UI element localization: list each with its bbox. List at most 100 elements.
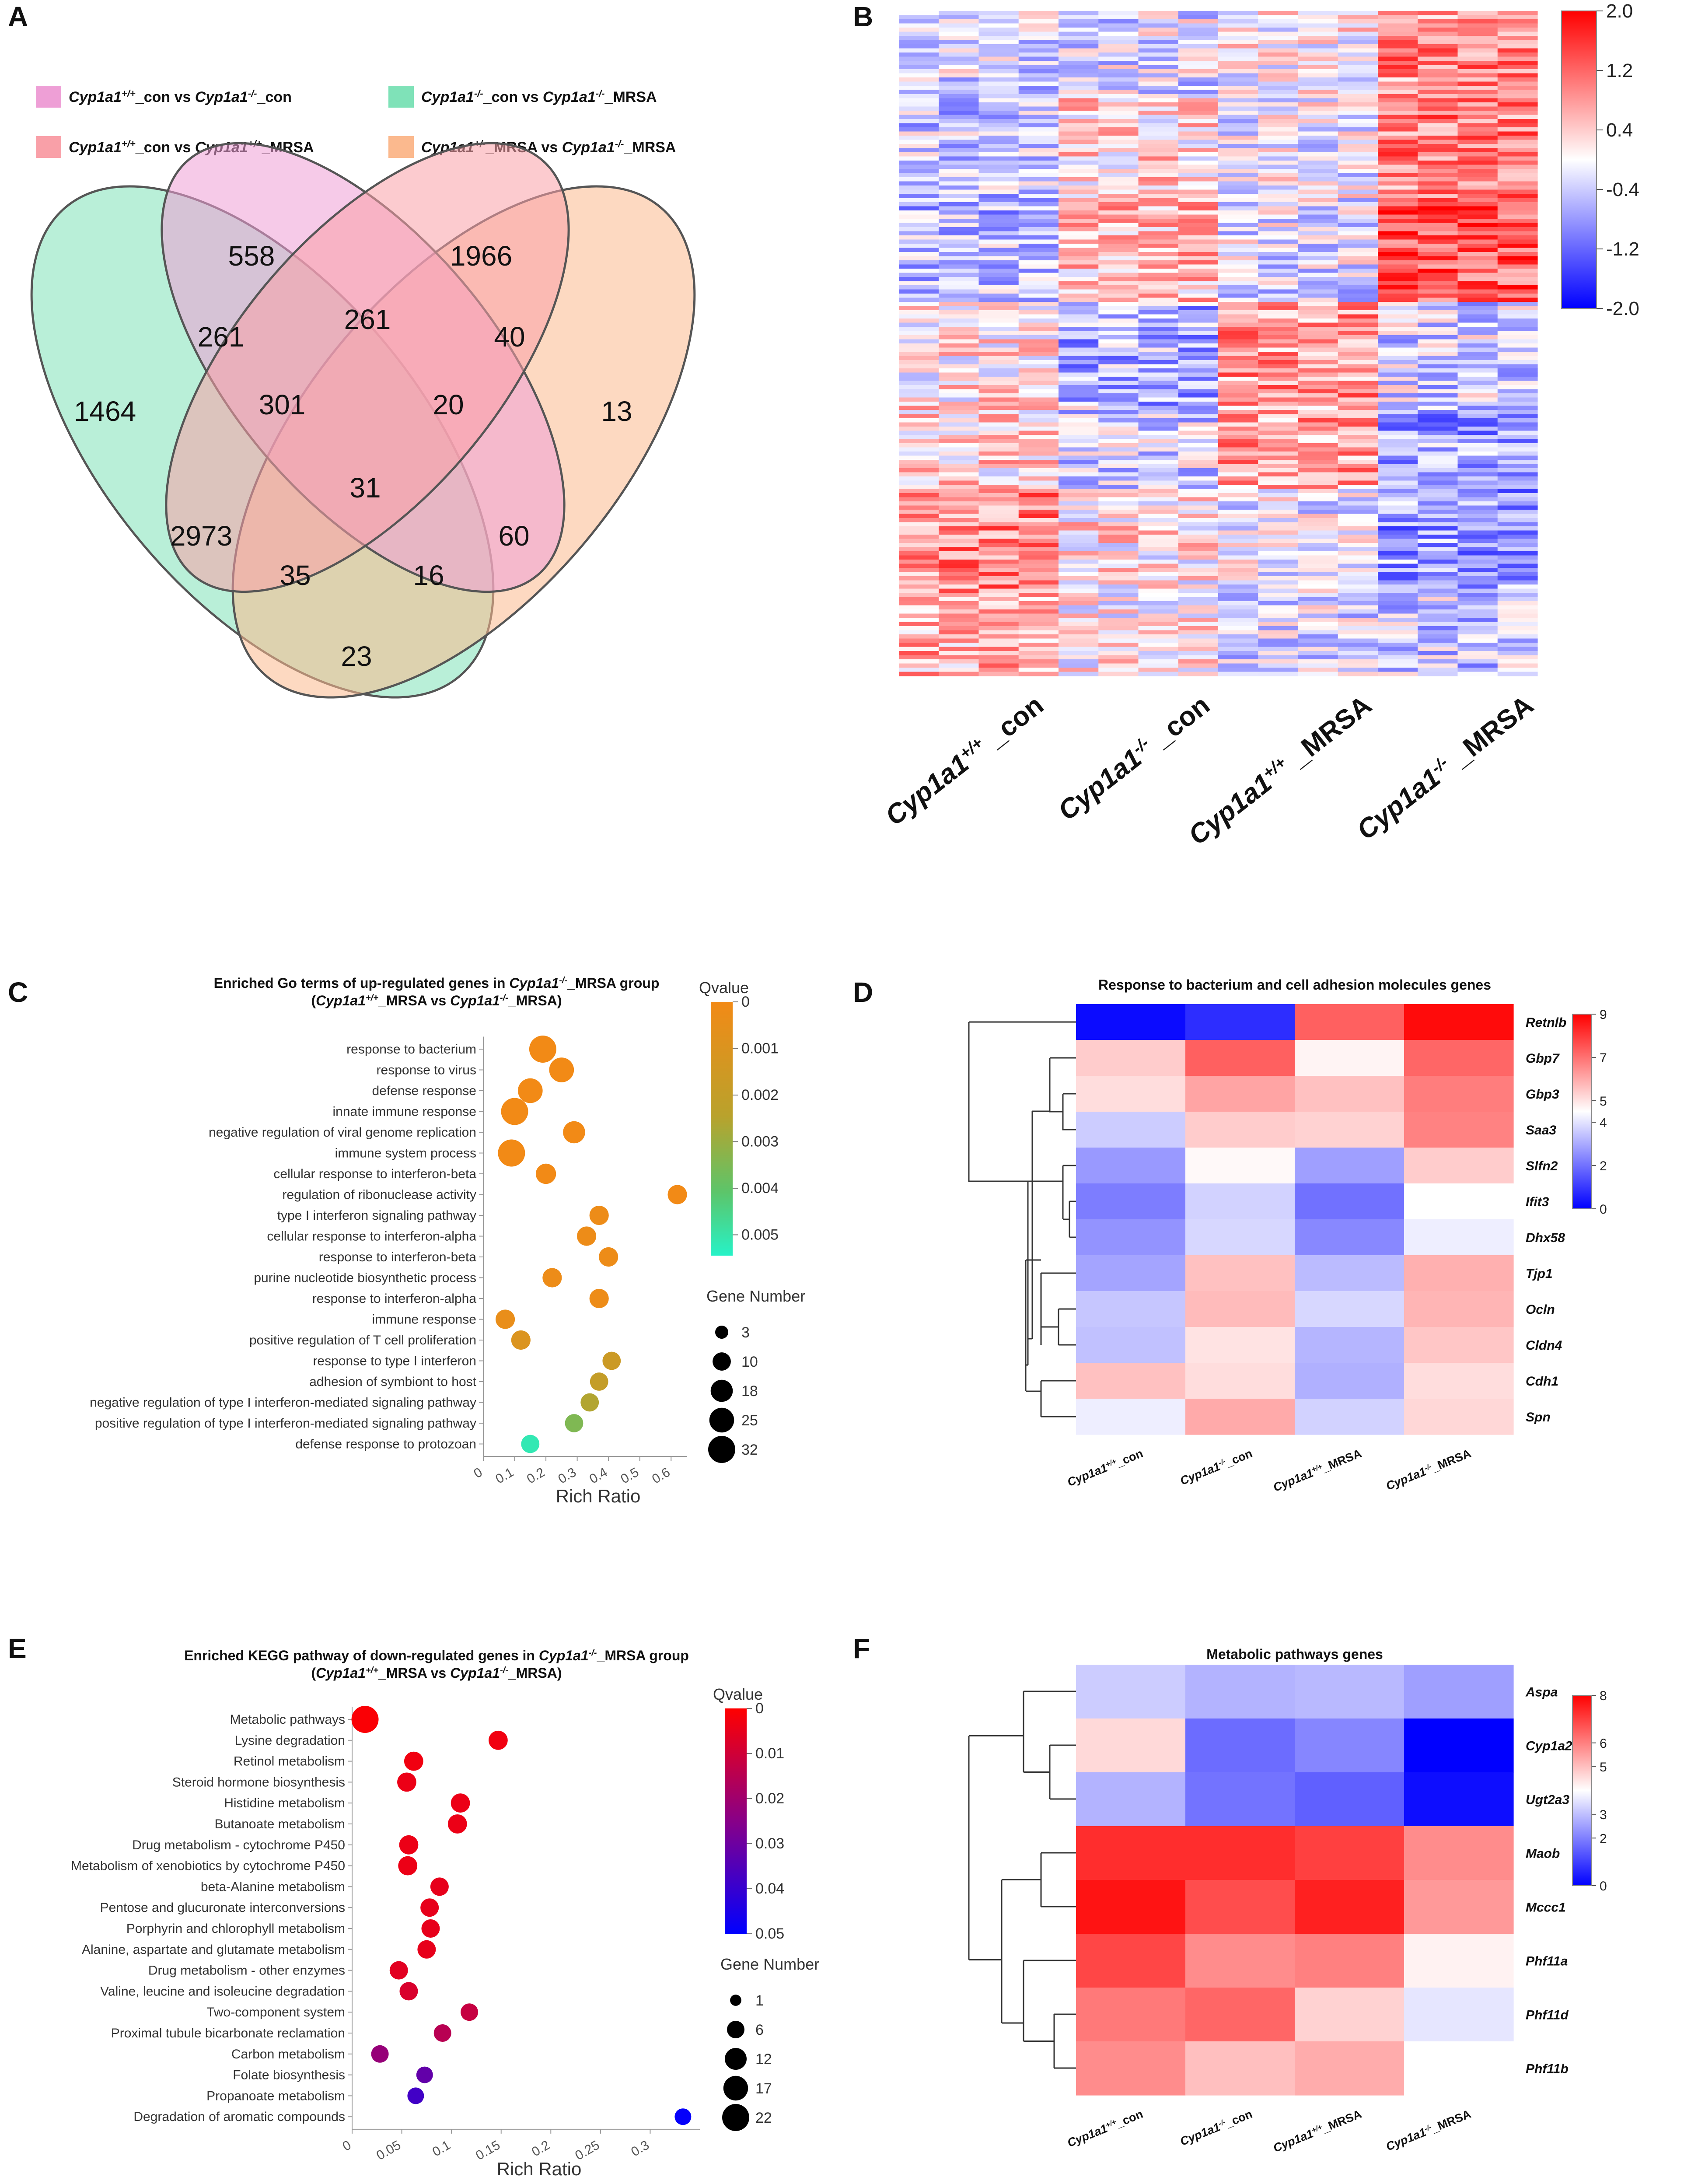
heatmap-b-cell <box>1258 327 1299 332</box>
heatmap-b-cell <box>1418 189 1458 194</box>
heatmap-b-cell <box>1298 435 1338 440</box>
heatmap-b-cell <box>1378 601 1418 606</box>
heatmap-b-cell <box>1338 77 1378 82</box>
term-label: negative regulation of type I interferon… <box>90 1396 476 1410</box>
heatmap-b-cell <box>1178 189 1219 194</box>
heatmap-b-cell <box>978 352 1019 357</box>
heatmap-b-cell <box>1457 244 1498 248</box>
heatmap-b-cell <box>939 514 979 518</box>
heatmap-b-cell <box>1338 339 1378 344</box>
heatmap-b-cell <box>1098 194 1139 199</box>
heatmap-b-cell <box>1497 140 1538 144</box>
heatmap-b-cell <box>1378 622 1418 626</box>
heatmap-b-cell <box>1338 32 1378 36</box>
heatmap-b-cell <box>1098 106 1139 111</box>
heatmap-cell <box>1185 1880 1295 1934</box>
heatmap-b-cell <box>1457 140 1498 144</box>
heatmap-b-cell <box>1138 335 1179 340</box>
heatmap-b-cell <box>899 385 939 390</box>
heatmap-b-cell <box>1218 235 1258 240</box>
heatmap-b-cell <box>939 364 979 369</box>
heatmap-b-cell <box>1178 343 1219 348</box>
heatmap-b-cell <box>1018 501 1059 506</box>
heatmap-b-cell <box>1338 281 1378 286</box>
heatmap-b-cell <box>1018 472 1059 477</box>
heatmap-b-cell <box>1218 381 1258 385</box>
heatmap-b-cell <box>1457 306 1498 311</box>
heatmap-b-cell <box>1378 352 1418 357</box>
heatmap-b-cell <box>1457 214 1498 219</box>
heatmap-b-cell <box>899 273 939 277</box>
heatmap-cell <box>1076 1880 1186 1934</box>
heatmap-b-cell <box>978 643 1019 648</box>
heatmap-b-cell <box>1338 264 1378 269</box>
term-label: purine nucleotide biosynthetic process <box>254 1271 476 1285</box>
heatmap-b-cell <box>1178 439 1219 444</box>
heatmap-b-cell <box>1338 194 1378 199</box>
heatmap-cell <box>1185 1772 1295 1827</box>
heatmap-b-cell <box>1338 605 1378 610</box>
heatmap-b-cell <box>1418 659 1458 664</box>
heatmap-b-cell <box>1018 194 1059 199</box>
heatmap-b-cell <box>899 443 939 448</box>
heatmap-b-cell <box>978 335 1019 340</box>
dendrogram-branch <box>1062 1093 1076 1130</box>
heatmap-b-cell <box>1298 298 1338 302</box>
heatmap-b-cell <box>939 173 979 178</box>
heatmap-b-cell <box>1298 289 1338 294</box>
heatmap-b-cell <box>1258 235 1299 240</box>
chart-title-line2: (Cyp1a1+/+_MRSA vs Cyp1a1-/-_MRSA) <box>311 993 562 1008</box>
heatmap-b-cell <box>1059 452 1099 456</box>
heatmap-b-cell <box>1218 663 1258 668</box>
heatmap-b-cell <box>1178 302 1219 307</box>
heatmap-cell <box>1076 1040 1186 1076</box>
heatmap-b-cell <box>1258 480 1299 485</box>
heatmap-b-cell <box>1457 144 1498 149</box>
heatmap-b-cell <box>1378 248 1418 252</box>
heatmap-b-cell <box>1457 377 1498 382</box>
heatmap-b-cell <box>1059 294 1099 298</box>
heatmap-b-cell <box>978 28 1019 32</box>
heatmap-b-cell <box>899 277 939 282</box>
term-label: Pentose and glucuronate interconversions <box>100 1900 345 1915</box>
heatmap-b-cell <box>1098 622 1139 626</box>
heatmap-b-cell <box>1018 186 1059 190</box>
heatmap-b-cell <box>1098 94 1139 99</box>
heatmap-b-cell <box>1418 651 1458 656</box>
heatmap-b-cell <box>1018 260 1059 265</box>
heatmap-b-cell <box>1418 123 1458 128</box>
heatmap-b-cell <box>1218 161 1258 165</box>
heatmap-b-cell <box>939 318 979 323</box>
term-label: Valine, leucine and isoleucine degradati… <box>100 1984 345 1998</box>
heatmap-b-cell <box>1098 256 1139 261</box>
heatmap-b-cell <box>939 260 979 265</box>
heatmap-b-cell <box>939 580 979 585</box>
heatmap-b-cell <box>899 28 939 32</box>
heatmap-b-cell <box>1138 659 1179 664</box>
heatmap-b-cell <box>1098 331 1139 336</box>
heatmap-b-cell <box>1457 476 1498 481</box>
heatmap-b-cell <box>1059 256 1099 261</box>
heatmap-b-cell <box>899 86 939 91</box>
heatmap-b-cell <box>1098 568 1139 573</box>
heatmap-cell <box>1185 1255 1295 1292</box>
heatmap-b-cell <box>899 643 939 648</box>
heatmap-b-cell <box>899 40 939 45</box>
heatmap-b-cell <box>939 28 979 32</box>
term-label: response to bacterium <box>346 1042 476 1057</box>
heatmap-b-cell <box>899 501 939 506</box>
heatmap-b-cell <box>1178 152 1219 157</box>
heatmap-b-cell <box>1138 264 1179 269</box>
heatmap-b-cell <box>1298 69 1338 74</box>
heatmap-b-cell <box>1338 123 1378 128</box>
heatmap-b-cell <box>1298 638 1338 643</box>
heatmap-b-cell <box>1418 372 1458 377</box>
heatmap-b-cell <box>1098 264 1139 269</box>
heatmap-b-cell <box>1378 343 1418 348</box>
bubble-point <box>404 1751 423 1771</box>
term-label: Lysine degradation <box>235 1733 345 1748</box>
heatmap-b-cell <box>1298 547 1338 552</box>
heatmap-cell <box>1295 1826 1404 1880</box>
heatmap-b-cell <box>1338 364 1378 369</box>
heatmap-b-cell <box>1258 651 1299 656</box>
